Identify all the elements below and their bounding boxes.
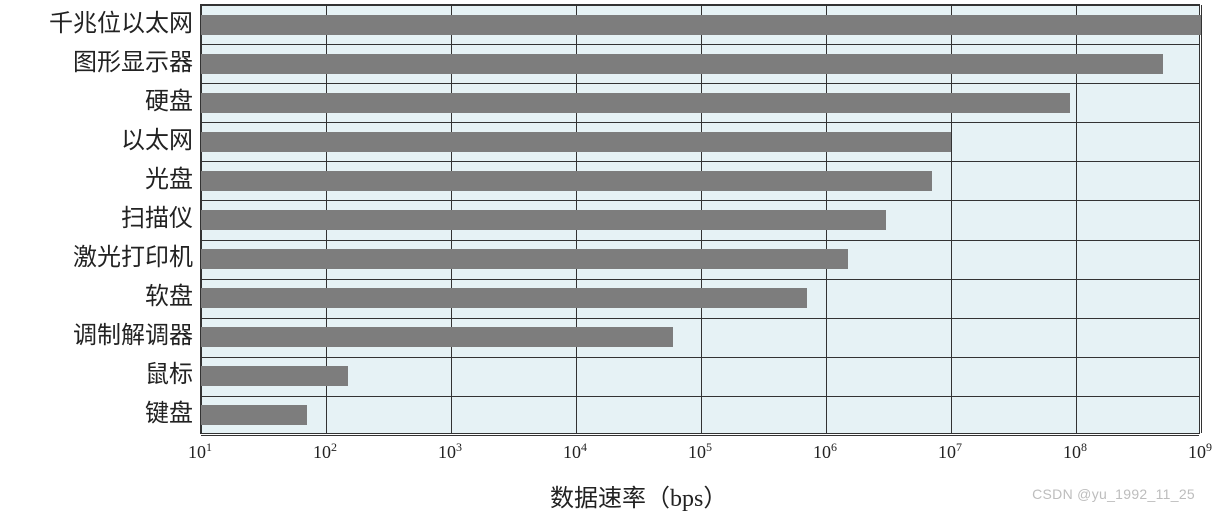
- x-tick-label: 106: [813, 440, 837, 463]
- x-tick-label: 101: [188, 440, 212, 463]
- bar-row: [201, 5, 1199, 44]
- bar-row: [201, 161, 1199, 200]
- data-rate-bar-chart: 千兆位以太网 图形显示器 硬盘 以太网 光盘 扫描仪 激光打印机 软盘 调制解调…: [0, 0, 1213, 518]
- y-tick-label: 调制解调器: [0, 324, 193, 348]
- bar-row: [201, 240, 1199, 279]
- x-gridline: [1201, 5, 1202, 433]
- y-tick-label: 键盘: [0, 402, 193, 426]
- bar-row: [201, 200, 1199, 239]
- bar: [201, 405, 307, 425]
- y-tick-label: 鼠标: [0, 363, 193, 387]
- x-tick-label: 103: [438, 440, 462, 463]
- bar: [201, 132, 951, 152]
- bar: [201, 54, 1163, 74]
- y-tick-label: 激光打印机: [0, 246, 193, 270]
- bar: [201, 210, 886, 230]
- y-tick-label: 光盘: [0, 168, 193, 192]
- watermark-text: CSDN @yu_1992_11_25: [1032, 486, 1195, 502]
- y-tick-label: 软盘: [0, 285, 193, 309]
- y-tick-label: 图形显示器: [0, 51, 193, 75]
- bar: [201, 288, 807, 308]
- bar: [201, 171, 932, 191]
- bar-row: [201, 83, 1199, 122]
- x-tick-label: 104: [563, 440, 587, 463]
- x-axis-label: 数据速率（bps）: [550, 478, 727, 513]
- bar-row: [201, 279, 1199, 318]
- y-tick-label: 扫描仪: [0, 207, 193, 231]
- x-tick-label: 105: [688, 440, 712, 463]
- y-tick-label: 千兆位以太网: [0, 12, 193, 36]
- y-tick-label: 硬盘: [0, 90, 193, 114]
- y-gridline: [201, 435, 1199, 436]
- bar: [201, 93, 1070, 113]
- bar-row: [201, 44, 1199, 83]
- x-tick-label: 102: [313, 440, 337, 463]
- bar-row: [201, 357, 1199, 396]
- bar: [201, 249, 848, 269]
- x-tick-label: 108: [1063, 440, 1087, 463]
- bar: [201, 327, 673, 347]
- x-tick-label: 107: [938, 440, 962, 463]
- bar: [201, 15, 1201, 35]
- bar-row: [201, 122, 1199, 161]
- bar: [201, 366, 348, 386]
- y-tick-label: 以太网: [0, 129, 193, 153]
- plot-area: [200, 4, 1200, 434]
- bar-row: [201, 318, 1199, 357]
- bar-row: [201, 396, 1199, 435]
- x-tick-label: 109: [1188, 440, 1212, 463]
